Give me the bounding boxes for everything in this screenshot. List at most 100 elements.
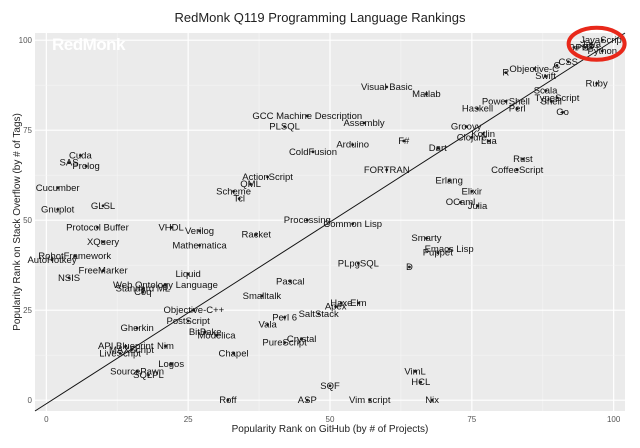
data-point <box>67 161 71 165</box>
data-point <box>56 186 60 190</box>
point-label: QML <box>240 179 261 190</box>
data-point <box>169 226 173 229</box>
data-point <box>164 283 167 287</box>
point-label: Liquid <box>175 269 200 280</box>
data-point <box>425 92 428 96</box>
point-label: Kotlin <box>471 129 495 140</box>
data-point <box>436 146 440 150</box>
point-label: Puppet <box>423 248 453 259</box>
data-point <box>305 218 309 222</box>
data-point <box>130 348 133 352</box>
data-point <box>476 204 479 208</box>
data-point <box>385 85 389 89</box>
point-label: Common Lisp <box>323 219 382 230</box>
point-label: CoffeeScript <box>491 165 543 176</box>
x-axis-ticks: 0 25 50 75 100 <box>44 415 621 424</box>
point-label: C <box>553 60 560 71</box>
point-label: Python <box>588 46 618 57</box>
grid-lines <box>35 33 625 411</box>
data-point <box>544 89 547 92</box>
point-label: Ruby <box>586 78 608 89</box>
data-point <box>459 200 462 204</box>
data-point <box>147 373 150 377</box>
point-label: BitBake <box>189 327 222 338</box>
point-label: FreeMarker <box>79 266 128 277</box>
data-point <box>288 280 292 283</box>
data-point <box>164 344 167 348</box>
point-label: Modelica <box>198 330 237 341</box>
data-point <box>266 323 269 326</box>
point-label: SQF <box>320 381 340 392</box>
data-point <box>56 208 60 211</box>
point-label: OCaml <box>446 197 476 208</box>
data-point <box>186 272 190 276</box>
point-label: Vim script <box>349 395 391 406</box>
point-label: D <box>406 262 413 273</box>
data-point <box>96 226 99 229</box>
data-point <box>135 326 139 330</box>
point-label: AutoHotkey <box>27 255 76 266</box>
data-point <box>430 398 434 402</box>
data-point <box>203 330 207 334</box>
point-label: CSS <box>558 57 578 68</box>
point-label: Smalltalk <box>243 291 282 302</box>
data-point <box>362 121 366 125</box>
point-label: Groovy <box>451 122 482 133</box>
data-point <box>78 154 82 157</box>
data-point <box>169 362 173 366</box>
point-label: VHDL <box>158 222 183 233</box>
data-point <box>555 64 559 67</box>
data-point <box>101 269 105 272</box>
data-point <box>73 254 77 258</box>
data-point <box>589 46 593 49</box>
data-point <box>266 175 269 179</box>
point-label: Julia <box>468 201 488 212</box>
data-point <box>402 139 406 143</box>
data-point <box>419 380 423 384</box>
point-label: Cuda <box>69 150 92 161</box>
point-label: Smarty <box>411 233 441 244</box>
data-point <box>260 294 264 298</box>
data-point <box>249 182 252 186</box>
point-label: XQuery <box>87 237 119 248</box>
point-label: Lua <box>481 136 498 147</box>
data-point <box>504 100 508 103</box>
data-point <box>464 125 468 128</box>
data-point <box>589 42 593 46</box>
data-point <box>124 344 128 348</box>
data-point <box>311 150 315 154</box>
point-label: GLSL <box>91 201 115 212</box>
point-label: C# <box>568 42 581 53</box>
data-point <box>566 60 570 64</box>
y-tick-label: 50 <box>23 216 32 225</box>
data-point <box>305 114 309 118</box>
point-label: PureScript <box>262 338 307 349</box>
data-point <box>583 46 587 49</box>
x-tick-label: 75 <box>467 415 476 424</box>
point-label: Mathematica <box>172 240 227 251</box>
point-label: Gherkin <box>120 323 153 334</box>
point-label: Perl 6 <box>272 312 297 323</box>
point-label: Apex <box>325 302 347 313</box>
data-point <box>198 229 201 233</box>
data-point <box>317 312 321 316</box>
data-point <box>544 74 547 78</box>
data-point <box>447 179 451 183</box>
point-label: Logos <box>158 359 184 370</box>
y-tick-label: 75 <box>23 126 32 135</box>
data-point <box>351 222 355 226</box>
point-label: JavaScript <box>580 35 625 46</box>
data-point <box>487 139 491 143</box>
y-tick-label: 0 <box>28 396 33 405</box>
point-label: LiveScript <box>99 348 141 359</box>
data-point <box>305 398 309 402</box>
point-label: Processing <box>284 215 331 226</box>
point-label: Prolog <box>72 161 99 172</box>
data-point <box>470 190 474 193</box>
point-label: Swift <box>535 71 556 82</box>
data-point <box>447 247 451 251</box>
point-label: Emacs Lisp <box>425 244 474 255</box>
data-point <box>521 157 525 161</box>
data-point <box>515 168 519 172</box>
